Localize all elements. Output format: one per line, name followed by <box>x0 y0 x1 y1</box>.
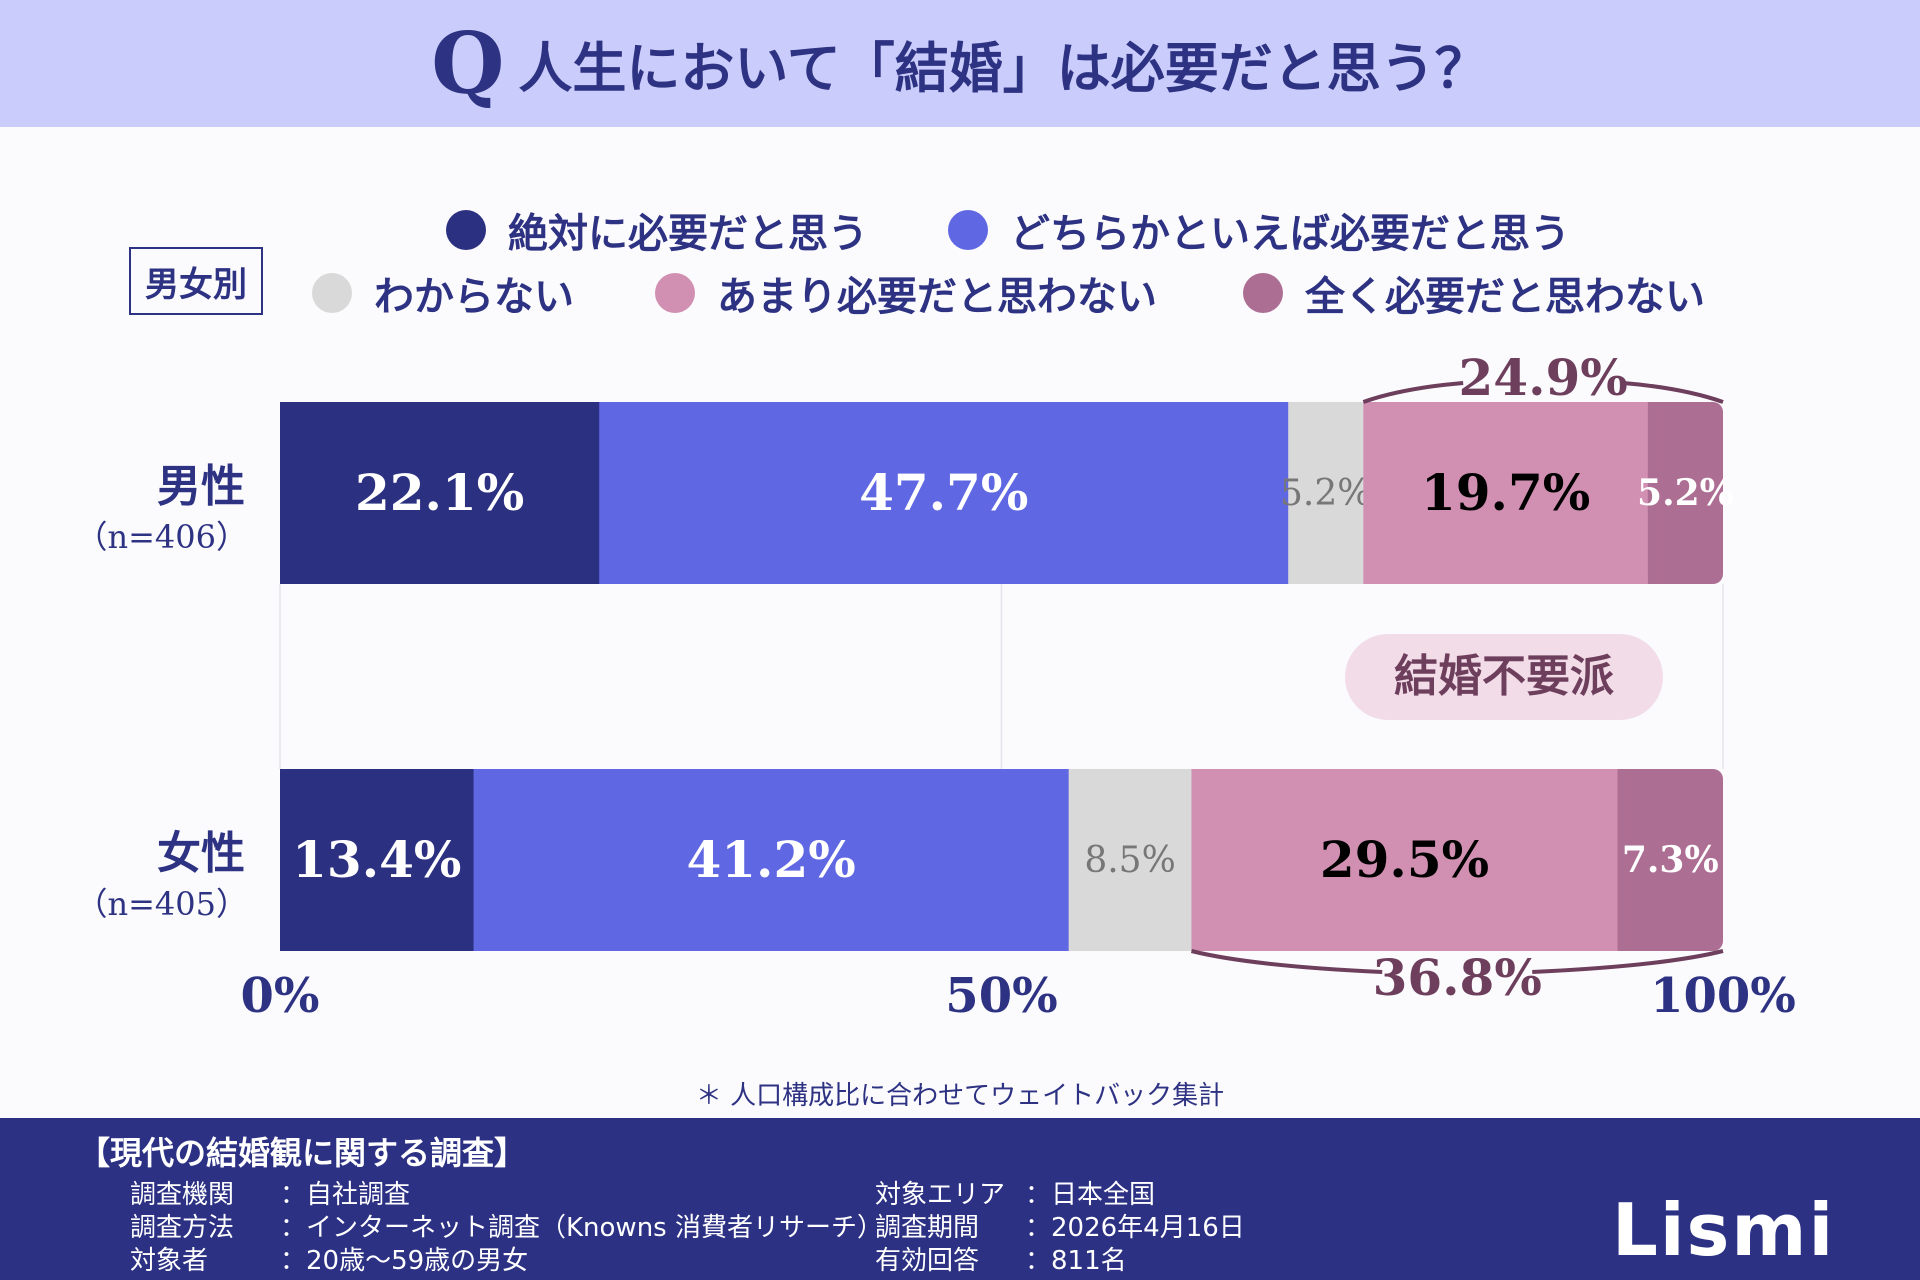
survey-info-row: 調査機関 ：自社調査 <box>130 1174 410 1211</box>
legend-label: あまり必要だと思わない <box>717 274 1157 320</box>
info-value: ：日本全国 <box>1025 1180 1156 1210</box>
legend-item: 絶対に必要だと思う <box>446 201 868 259</box>
page-title: 人生において「結婚」は必要だと思う？ <box>518 37 1489 100</box>
legend-item: 全く必要だと思わない <box>1243 264 1705 322</box>
annotation-label: 結婚不要派 <box>1394 651 1614 702</box>
info-key: 有効回答 <box>875 1246 980 1276</box>
bar-segment <box>1647 402 1723 584</box>
group-label: 男女別 <box>129 247 263 315</box>
legend-swatch <box>1243 273 1283 313</box>
survey-info-row: 対象者 ：20歳～59歳の男女 <box>130 1240 528 1277</box>
data-label: 13.4% <box>292 830 461 889</box>
bar-segment <box>1363 402 1649 584</box>
info-key: 対象者 <box>130 1246 209 1276</box>
category-label: 女性 <box>157 828 245 879</box>
info-value: ：20歳～59歳の男女 <box>280 1246 529 1276</box>
info-value: ：インターネット調査（Knowns 消費者リサーチ） <box>280 1213 883 1243</box>
survey-info-row: 調査期間 ：2026年4月16日 <box>875 1207 1245 1244</box>
legend-item: わからない <box>312 264 574 322</box>
info-value: ：自社調査 <box>280 1180 411 1210</box>
header-banner: Q 人生において「結婚」は必要だと思う？ <box>0 0 1920 127</box>
info-key: 対象エリア <box>875 1180 1006 1210</box>
info-key: 調査方法 <box>130 1213 235 1243</box>
info-value: ：811名 <box>1025 1246 1127 1276</box>
bracket-label: 24.9% <box>1459 348 1628 407</box>
survey-info-row: 有効回答 ：811名 <box>875 1240 1127 1277</box>
legend-item: どちらかといえば必要だと思う <box>948 201 1570 259</box>
legend-swatch <box>948 210 988 250</box>
bracket-label: 36.8% <box>1373 948 1542 1007</box>
bracket-male <box>1362 381 1724 404</box>
bar-segment <box>473 769 1070 951</box>
bar-segment-fill <box>1617 769 1630 951</box>
legend-label: どちらかといえば必要だと思う <box>1010 211 1570 257</box>
legend-label: わからない <box>374 274 574 320</box>
bar-segment <box>280 402 600 584</box>
bar-segment <box>1617 769 1723 951</box>
bar-segment <box>1068 769 1192 951</box>
data-label: 41.2% <box>686 830 855 889</box>
legend-label: 絶対に必要だと思う <box>508 211 868 257</box>
data-label: 29.5% <box>1320 830 1489 889</box>
footer: 【現代の結婚観に関する調査】 調査機関 ：自社調査調査方法 ：インターネット調査（K… <box>0 1118 1920 1280</box>
lismi-logo: Lismi <box>1612 1188 1836 1272</box>
q-icon: Q <box>431 14 505 113</box>
data-label: 5.2% <box>1637 472 1734 514</box>
data-label: 19.7% <box>1421 463 1590 522</box>
info-key: 調査期間 <box>875 1213 980 1243</box>
annotation-pill <box>1345 634 1663 720</box>
bar-segment <box>599 402 1289 584</box>
data-label: 7.3% <box>1622 839 1719 881</box>
info-key: 調査機関 <box>130 1180 235 1210</box>
data-label: 22.1% <box>355 463 524 522</box>
x-tick-label: 100% <box>1650 968 1796 1024</box>
survey-info-row: 調査方法 ：インターネット調査（Knowns 消費者リサーチ） <box>130 1207 883 1244</box>
data-label: 8.5% <box>1084 840 1175 881</box>
category-n: （n=406） <box>75 518 248 556</box>
data-label: 47.7% <box>859 463 1028 522</box>
legend-swatch <box>312 273 352 313</box>
survey-info-row: 対象エリア ：日本全国 <box>875 1174 1155 1211</box>
bar-segment <box>280 769 475 951</box>
bar-segment-fill <box>1647 402 1660 584</box>
legend-item: あまり必要だと思わない <box>655 264 1157 322</box>
data-label: 5.2% <box>1280 473 1371 514</box>
category-n: （n=405） <box>75 885 248 923</box>
category-label: 男性 <box>157 461 245 512</box>
legend-label: 全く必要だと思わない <box>1305 274 1705 320</box>
x-tick-label: 0% <box>240 968 319 1024</box>
survey-title: 【現代の結婚観に関する調査】 <box>78 1134 527 1172</box>
legend-swatch <box>655 273 695 313</box>
bracket-female <box>1190 949 1724 974</box>
bar-segment <box>1191 769 1619 951</box>
bar-segment <box>1288 402 1364 584</box>
info-value: ：2026年4月16日 <box>1025 1213 1245 1243</box>
legend-swatch <box>446 210 486 250</box>
footnote: ＊ 人口構成比に合わせてウェイトバック集計 <box>695 1081 1225 1111</box>
x-tick-label: 50% <box>945 968 1057 1024</box>
